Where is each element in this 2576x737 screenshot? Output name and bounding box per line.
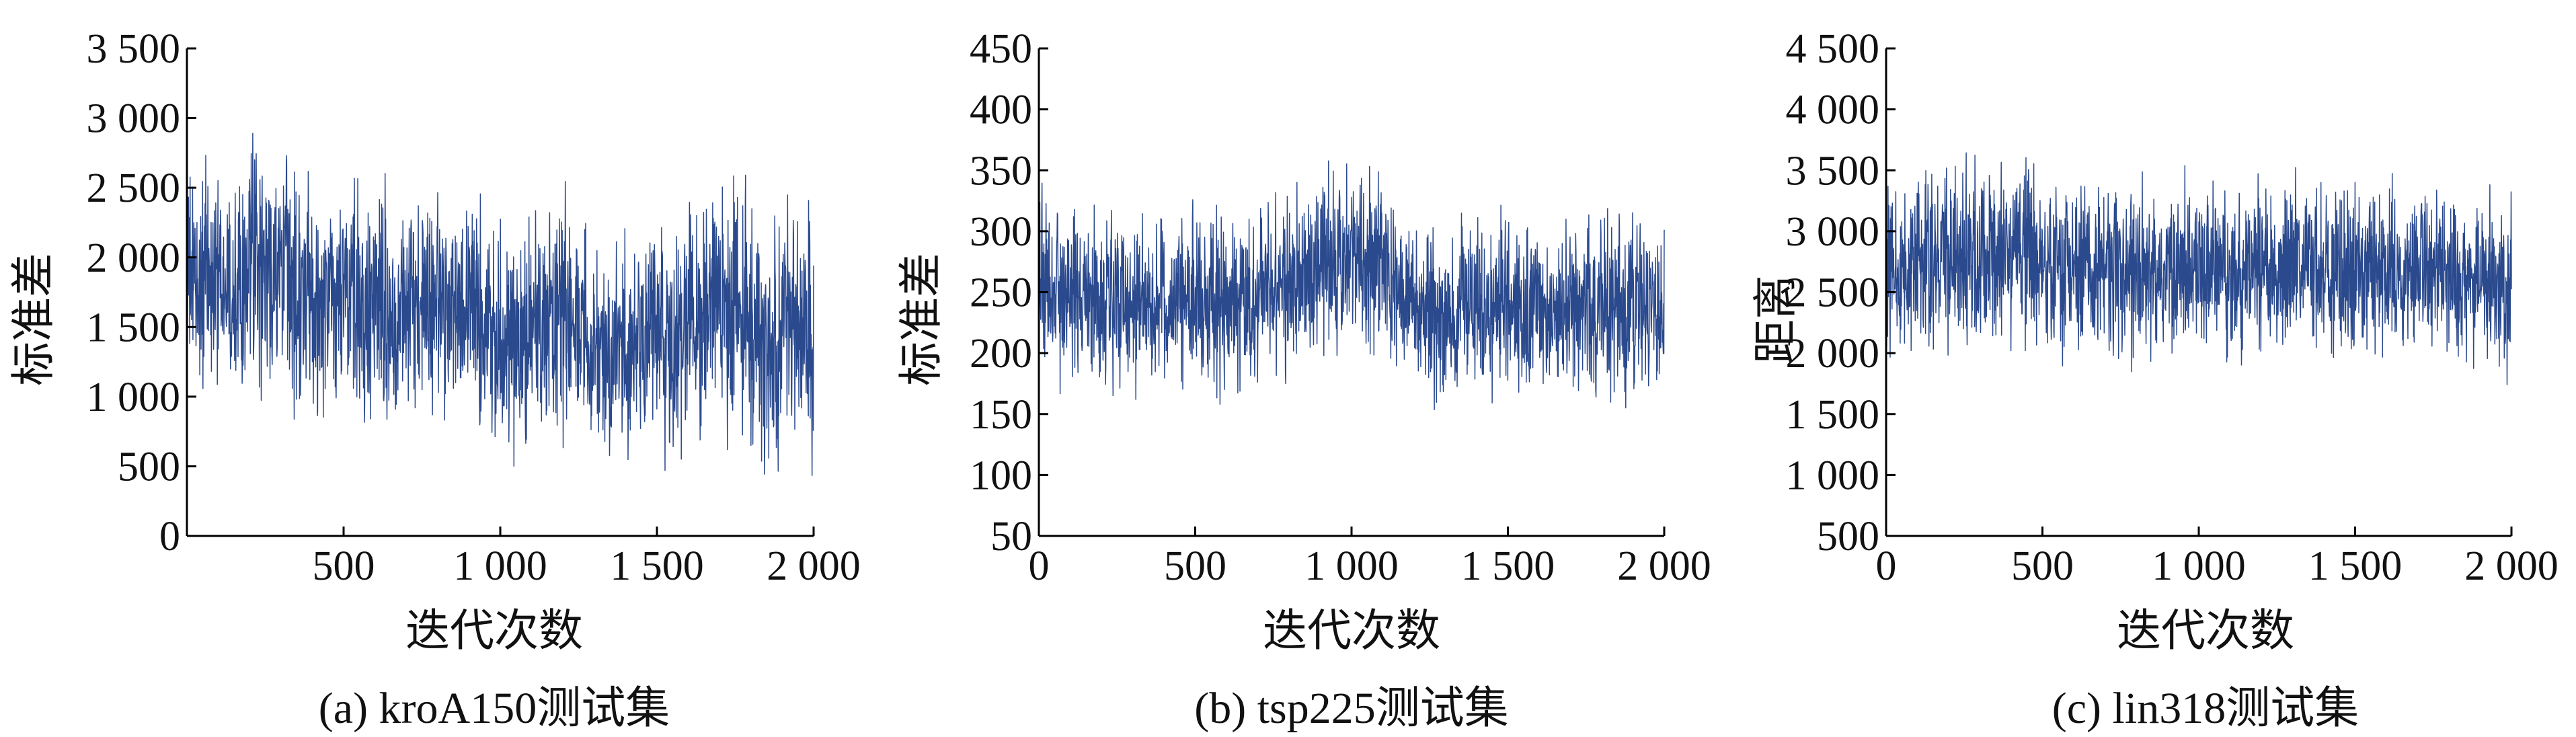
panel-c-y-tick-label: 3 500 (1786, 148, 1880, 194)
panel-a-y-tick-label: 1 500 (87, 305, 181, 350)
panel-c-series-line-0 (1885, 152, 2512, 385)
panel-a-x-axis-label: 迭代次数 (405, 607, 583, 656)
panel-a-y-tick-label: 0 (159, 514, 180, 559)
panel-b-y-tick-label: 450 (970, 26, 1032, 72)
panel-c: 500 1 000 1 500 2 000 2 500 3 000 3 500 4 000 4 … (1752, 26, 2559, 733)
panel-c-axes: 500 1 000 1 500 2 000 2 500 3 000 3 500 4 000 4 … (1786, 26, 2559, 589)
panel-a-y-axis-label: 标准差 (9, 253, 58, 386)
panel-b-y-tick-label: 400 (970, 87, 1032, 133)
panel-c-y-tick-label: 3 000 (1786, 209, 1880, 255)
panel-c-x-tick-label: 0 (1876, 543, 1897, 589)
panel-b-axes: 50 100 150 200 250 300 350 400 450 0 500 1 000 1 500… (970, 26, 1711, 589)
panel-c-y-tick-label: 500 (1817, 514, 1879, 559)
panel-c-y-tick-label: 4 500 (1786, 26, 1880, 72)
panel-a-y-tick-label: 3 500 (87, 26, 181, 72)
panel-b-y-tick-label: 100 (970, 453, 1032, 498)
panel-a-y-tick-label: 1 000 (87, 375, 181, 420)
panel-c-caption: (c) lin318测试集 (2052, 684, 2359, 733)
panel-b-y-tick-label: 200 (970, 331, 1032, 377)
panel-a-x-tick-label: 2 000 (767, 543, 861, 589)
panel-a-axes: 0 500 1 000 1 500 2 000 2 500 3 000 3 500 500 1 0… (87, 26, 861, 589)
panel-a-y-tick-label: 2 000 (87, 235, 181, 281)
panel-b-y-tick-label: 150 (970, 392, 1032, 438)
panel-c-y-axis-label: 距离 (1752, 275, 1801, 364)
panel-a-x-tick-label: 1 500 (610, 543, 704, 589)
panel-a-x-tick-label: 1 000 (453, 543, 547, 589)
panel-b-y-tick-label: 50 (990, 514, 1032, 559)
panel-a-series-line-0 (186, 132, 814, 476)
panel-b-y-axis-label: 标准差 (897, 253, 946, 386)
panel-b-series-line-0 (1038, 160, 1665, 410)
panel-b: 50 100 150 200 250 300 350 400 450 0 500 1 000 1 500… (897, 26, 1711, 733)
panel-c-series (1885, 152, 2512, 385)
panel-a-caption: (a) kroA150测试集 (319, 684, 670, 733)
panel-c-y-tick-label: 2 500 (1786, 270, 1880, 316)
panel-b-caption: (b) tsp225测试集 (1194, 684, 1508, 733)
panel-c-x-tick-label: 1 500 (2308, 543, 2403, 589)
panel-b-x-tick-label: 1 500 (1461, 543, 1555, 589)
panel-b-y-tick-label: 350 (970, 148, 1032, 194)
panel-c-y-tick-label: 1 500 (1786, 392, 1880, 438)
panel-a-y-tick-label: 3 000 (87, 96, 181, 142)
panel-a-x-tick-label: 500 (313, 543, 375, 589)
panel-b-series (1038, 160, 1665, 410)
panel-b-x-axis-label: 迭代次数 (1263, 607, 1440, 656)
panel-a-y-tick-label: 2 500 (87, 165, 181, 211)
panel-b-x-tick-label: 1 000 (1304, 543, 1399, 589)
panel-b-x-tick-label: 500 (1164, 543, 1226, 589)
panel-a: 0 500 1 000 1 500 2 000 2 500 3 000 3 500 500 1 0… (9, 26, 861, 733)
panel-c-y-tick-label: 2 000 (1786, 331, 1880, 377)
panel-a-y-tick-label: 500 (118, 444, 180, 490)
panel-a-series (186, 132, 814, 476)
panel-b-y-tick-label: 300 (970, 209, 1032, 255)
panel-c-x-tick-label: 1 000 (2152, 543, 2246, 589)
panel-c-y-tick-label: 4 000 (1786, 87, 1880, 133)
panel-c-x-tick-label: 2 000 (2464, 543, 2559, 589)
panel-b-y-tick-label: 250 (970, 270, 1032, 316)
panel-b-x-tick-label: 2 000 (1617, 543, 1711, 589)
panel-b-x-tick-label: 0 (1029, 543, 1050, 589)
panel-c-x-tick-label: 500 (2011, 543, 2074, 589)
panel-c-x-axis-label: 迭代次数 (2117, 607, 2294, 656)
panel-c-y-tick-label: 1 000 (1786, 453, 1880, 498)
